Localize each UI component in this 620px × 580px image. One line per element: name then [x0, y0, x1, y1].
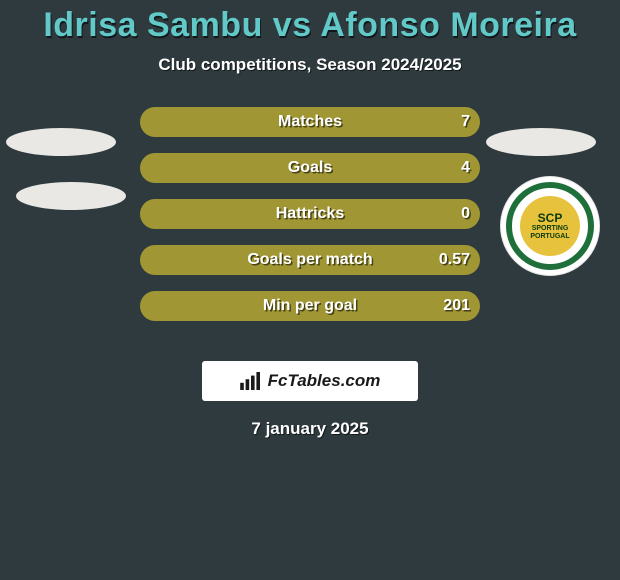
stat-bar-right [140, 291, 480, 321]
stat-bar-track [140, 199, 480, 229]
stat-bar-right [140, 153, 480, 183]
stat-row: Min per goal201 [0, 291, 620, 337]
stat-bar-right [140, 245, 480, 275]
stat-bar-right [140, 199, 480, 229]
stat-bar-right [140, 107, 480, 137]
stat-bar-track [140, 245, 480, 275]
stat-row: Hattricks0 [0, 199, 620, 245]
stat-bar-track [140, 291, 480, 321]
subtitle: Club competitions, Season 2024/2025 [0, 55, 620, 75]
brand-box: FcTables.com [202, 361, 418, 401]
stat-row: Matches7 [0, 107, 620, 153]
stat-bar-track [140, 107, 480, 137]
stat-row: Goals4 [0, 153, 620, 199]
brand-text: FcTables.com [268, 371, 381, 391]
bar-chart-icon [240, 372, 262, 390]
stat-row: Goals per match0.57 [0, 245, 620, 291]
generated-date: 7 january 2025 [0, 419, 620, 439]
page-title: Idrisa Sambu vs Afonso Moreira [0, 6, 620, 45]
comparison-chart: Matches7Goals4Hattricks0Goals per match0… [0, 107, 620, 337]
stat-bar-track [140, 153, 480, 183]
